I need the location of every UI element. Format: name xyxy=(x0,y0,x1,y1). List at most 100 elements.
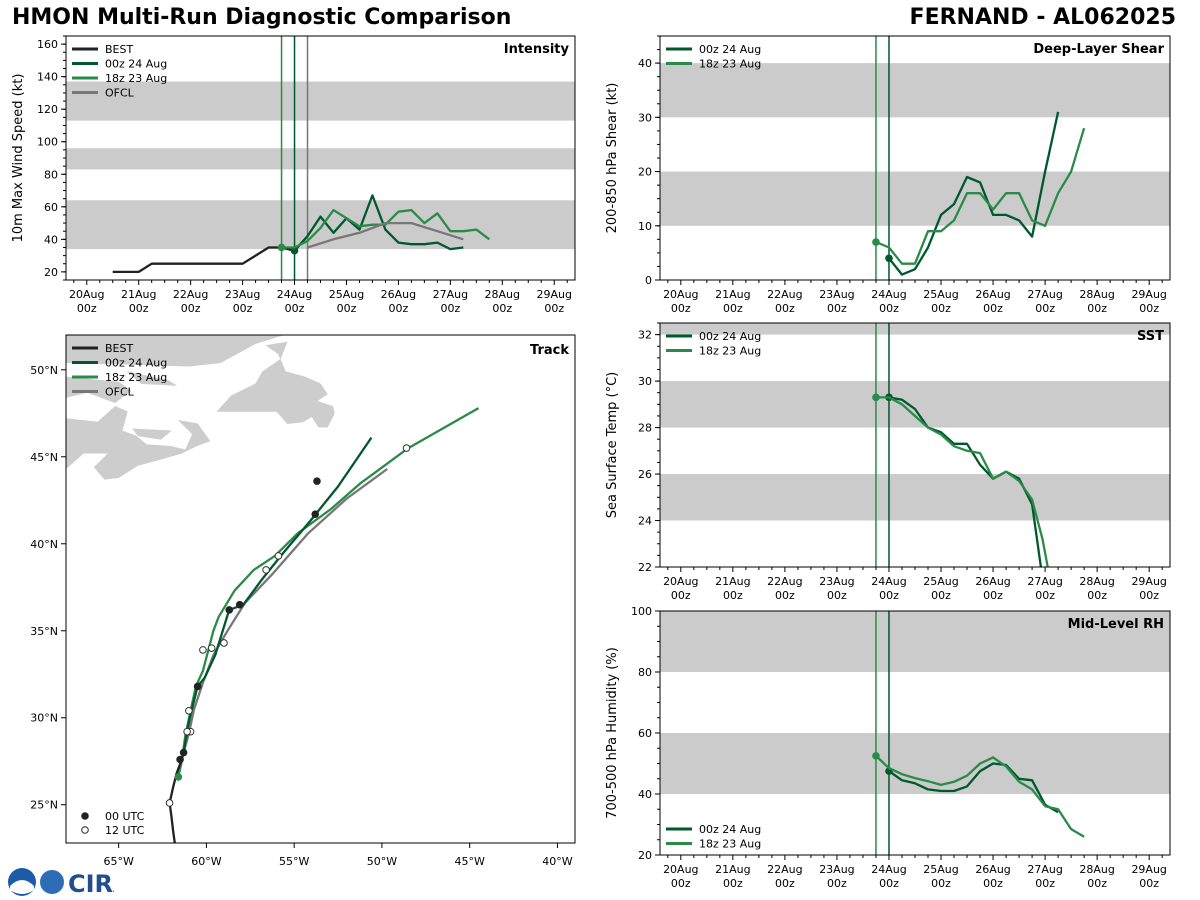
rh-xtick-sublabel: 00z xyxy=(931,877,951,890)
sst-init-marker-run18 xyxy=(872,393,880,402)
shear-xtick-label: 23Aug xyxy=(819,288,854,301)
track-point-ofcl xyxy=(220,639,228,647)
sst-xtick-sublabel: 00z xyxy=(775,589,795,602)
intensity-xtick-label: 21Aug xyxy=(121,288,156,301)
intensity-ytick-label: 100 xyxy=(37,136,58,149)
track-xtick-label: 65°W xyxy=(103,855,133,868)
landmass-0 xyxy=(66,406,211,480)
sst-xtick-sublabel: 00z xyxy=(931,589,951,602)
track-point-best xyxy=(176,755,184,764)
rh-xtick-sublabel: 00z xyxy=(983,877,1003,890)
marker-legend-label: 00 UTC xyxy=(105,810,145,823)
sst-title: SST xyxy=(1137,329,1164,344)
legend-label-run18: 18z 23 Aug xyxy=(699,838,761,851)
shear-band-0 xyxy=(660,171,1170,226)
track-point-run18 xyxy=(199,646,207,654)
track-series-run00 xyxy=(182,436,373,753)
track-xtick-label: 40°W xyxy=(542,855,572,868)
legend-label-run00: 00z 24 Aug xyxy=(699,823,761,836)
intensity-xtick-sublabel: 00z xyxy=(181,302,201,315)
rh-ytick-label: 40 xyxy=(638,788,652,801)
rh-xtick-sublabel: 00z xyxy=(671,877,691,890)
sst-series-run18 xyxy=(876,396,1049,567)
shear-series-run00 xyxy=(888,111,1060,276)
track-ytick-label: 25°N xyxy=(30,799,58,812)
landmass-4 xyxy=(132,428,172,440)
shear-init-marker-run18 xyxy=(872,238,880,246)
rh-ytick-label: 80 xyxy=(638,666,652,679)
intensity-ytick-label: 20 xyxy=(44,266,58,279)
shear-ylabel: 200-850 hPa Shear (kt) xyxy=(605,83,620,234)
shear-xtick-sublabel: 00z xyxy=(1087,302,1107,315)
intensity-xtick-sublabel: 00z xyxy=(492,302,512,315)
intensity-xtick-sublabel: 00z xyxy=(285,302,305,315)
intensity-xtick-sublabel: 00z xyxy=(77,302,97,315)
landmass-3 xyxy=(127,371,177,386)
intensity-init-marker-run00 xyxy=(290,246,299,255)
logo-text: CIRA xyxy=(68,870,114,898)
intensity-xtick-label: 20Aug xyxy=(69,288,104,301)
shear-xtick-label: 24Aug xyxy=(871,288,906,301)
sst-band-2 xyxy=(660,323,1170,335)
track-point-run00 xyxy=(183,727,191,736)
shear-xtick-label: 21Aug xyxy=(715,288,750,301)
marker-legend-label: 12 UTC xyxy=(105,824,145,837)
track-point-run00 xyxy=(313,477,321,485)
sst-ytick-label: 28 xyxy=(638,422,652,435)
sst-ytick-label: 32 xyxy=(638,329,652,342)
track-point-run18 xyxy=(311,510,320,518)
shear-xtick-label: 29Aug xyxy=(1131,288,1166,301)
track-plot-area xyxy=(66,335,480,843)
rh-xtick-label: 24Aug xyxy=(871,863,906,876)
intensity-panel: 20Aug00z21Aug00z22Aug00z23Aug00z24Aug00z… xyxy=(11,35,576,315)
intensity-band-2 xyxy=(66,81,575,121)
rh-xtick-label: 25Aug xyxy=(923,863,958,876)
rh-xtick-sublabel: 00z xyxy=(1035,877,1055,890)
figure-title: HMON Multi-Run Diagnostic Comparison xyxy=(12,5,512,30)
intensity-ytick-label: 140 xyxy=(37,71,58,84)
track-series-ofcl xyxy=(182,468,388,753)
legend-label-best: BEST xyxy=(105,43,133,56)
rh-plot-area xyxy=(660,611,1170,855)
rh-xtick-sublabel: 00z xyxy=(775,877,795,890)
cira-logo: CIRA xyxy=(8,868,114,898)
legend-label-run18: 18z 23 Aug xyxy=(105,72,167,85)
shear-ytick-label: 0 xyxy=(645,274,652,287)
intensity-ytick-label: 80 xyxy=(44,168,58,181)
rh-xtick-label: 26Aug xyxy=(975,863,1010,876)
track-ytick-label: 35°N xyxy=(30,625,58,638)
legend-label-best: BEST xyxy=(105,342,133,355)
shear-xtick-sublabel: 00z xyxy=(1035,302,1055,315)
sst-xtick-label: 24Aug xyxy=(871,575,906,588)
track-frame xyxy=(65,334,576,844)
shear-xtick-sublabel: 00z xyxy=(827,302,847,315)
track-series-run18 xyxy=(177,407,480,778)
shear-ytick-label: 40 xyxy=(638,57,652,70)
sst-frame xyxy=(659,322,1171,568)
sst-xtick-label: 21Aug xyxy=(715,575,750,588)
shear-series-run18 xyxy=(875,127,1086,265)
intensity-xtick-label: 27Aug xyxy=(433,288,468,301)
shear-panel: 20Aug00z21Aug00z22Aug00z23Aug00z24Aug00z… xyxy=(605,35,1171,315)
sst-xtick-sublabel: 00z xyxy=(671,589,691,602)
rh-init-marker-run18 xyxy=(872,752,880,760)
shear-ytick-label: 20 xyxy=(638,166,652,179)
intensity-series-run18 xyxy=(281,208,490,249)
track-point-run00 xyxy=(225,606,234,614)
legend-label-run00: 00z 24 Aug xyxy=(105,58,167,71)
rh-band-0 xyxy=(660,733,1170,794)
legend-label-run00: 00z 24 Aug xyxy=(699,330,761,343)
sst-ytick-label: 30 xyxy=(638,375,652,388)
shear-xtick-label: 28Aug xyxy=(1079,288,1114,301)
track-xtick-label: 45°W xyxy=(455,855,485,868)
legend-label-run00: 00z 24 Aug xyxy=(105,357,167,370)
track-ytick-label: 50°N xyxy=(30,364,58,377)
rh-xtick-label: 28Aug xyxy=(1079,863,1114,876)
shear-title: Deep-Layer Shear xyxy=(1033,42,1164,57)
shear-band-1 xyxy=(660,63,1170,118)
legend-label-run18: 18z 23 Aug xyxy=(699,345,761,358)
sst-plot-area xyxy=(660,323,1170,567)
shear-xtick-sublabel: 00z xyxy=(879,302,899,315)
sst-ylabel: Sea Surface Temp (°C) xyxy=(605,372,620,519)
